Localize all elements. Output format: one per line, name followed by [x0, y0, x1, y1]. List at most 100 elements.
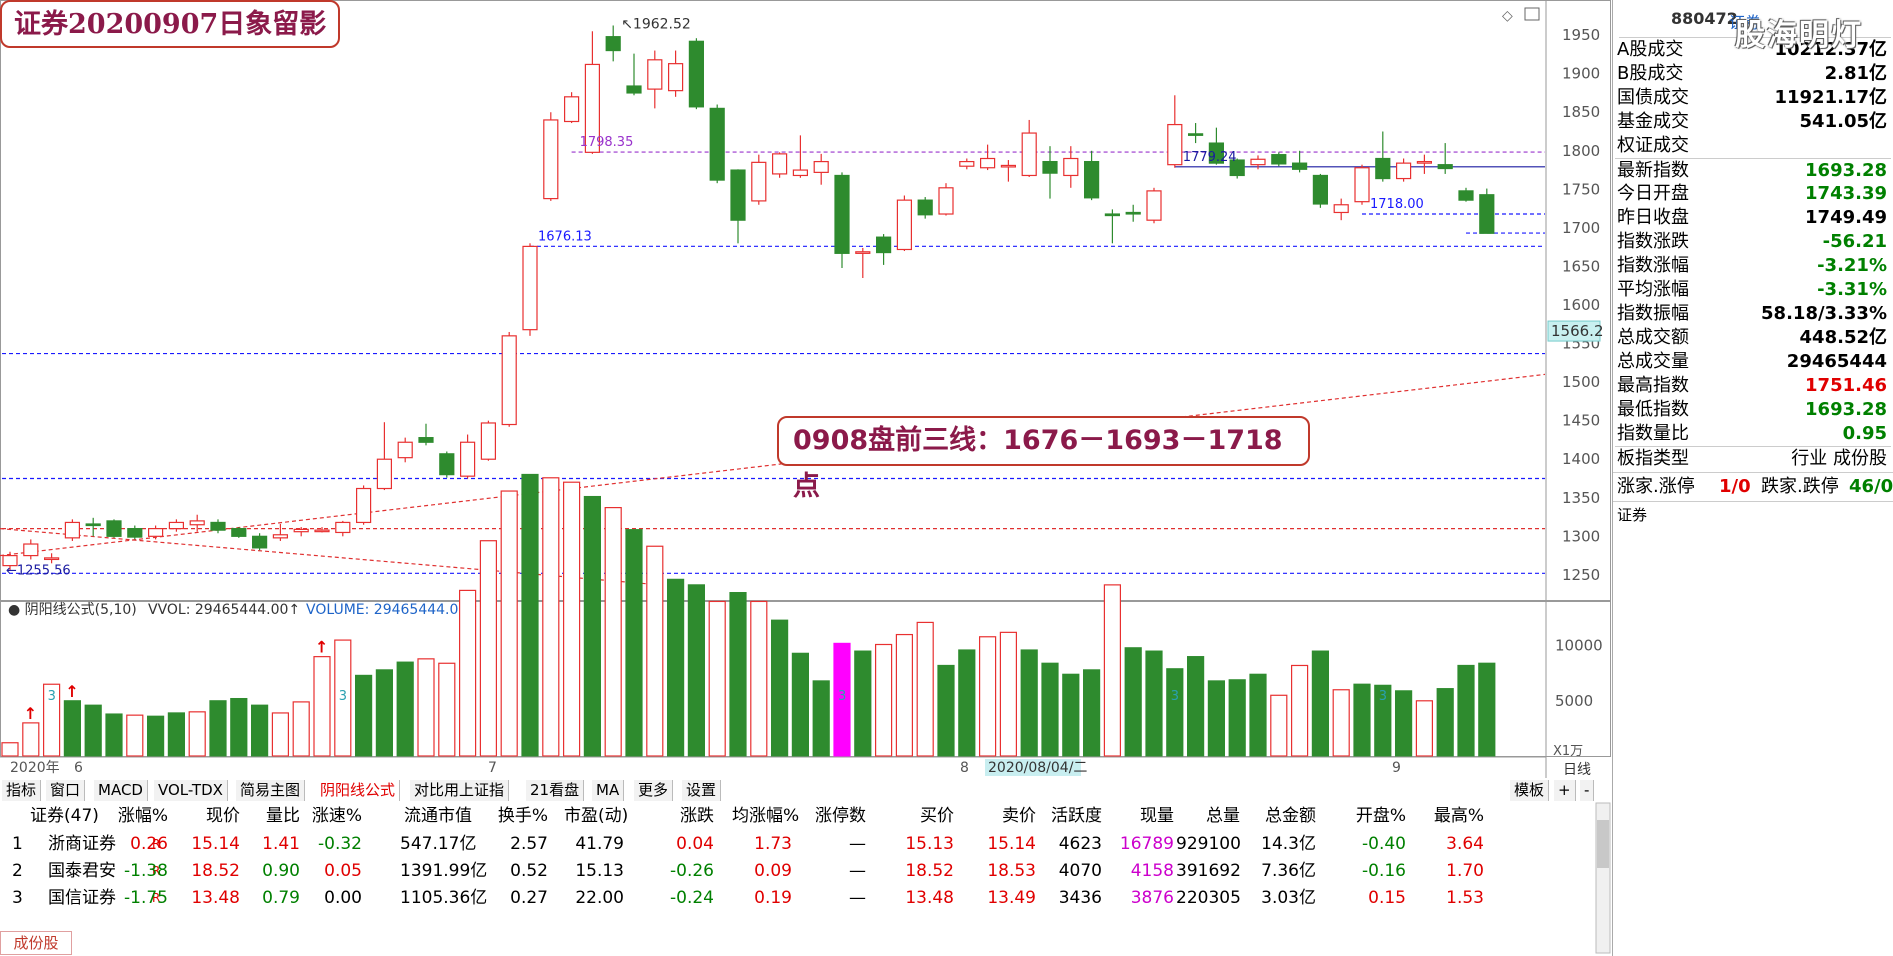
signal-number: 3 — [1171, 689, 1179, 704]
candle-body — [252, 535, 268, 549]
toolbar-right-button[interactable]: - — [1580, 780, 1595, 801]
table-cell: 22.00 — [575, 888, 624, 908]
candle-body — [439, 453, 455, 476]
volume-bar — [105, 713, 123, 757]
toolbar-tab[interactable]: VOL-TDX — [154, 780, 228, 801]
candle-body — [1416, 160, 1433, 164]
candle-body — [501, 335, 517, 426]
index-name[interactable]: 证券 — [1729, 13, 1762, 32]
candle-body — [855, 251, 871, 254]
toolbar-tab[interactable]: MACD — [94, 780, 148, 801]
volume-bar — [313, 656, 331, 757]
toolbar-tab[interactable]: 21看盘 — [526, 780, 585, 801]
candle-body — [64, 521, 81, 539]
table-column-header[interactable]: 涨停数 — [815, 806, 866, 826]
volume-bar — [459, 589, 477, 757]
table-cell: 0.79 — [262, 888, 300, 908]
table-cell: 1.53 — [1446, 888, 1484, 908]
toolbar-right-button[interactable]: + — [1554, 780, 1576, 801]
toolbar-tab[interactable]: 简易主图 — [236, 780, 306, 801]
stock-name[interactable]: 浙商证券 — [48, 834, 116, 854]
table-column-header[interactable]: 证券(47) — [30, 806, 99, 826]
table-cell: 929100 — [1176, 834, 1241, 854]
toolbar-right-button[interactable]: 模板 — [1510, 780, 1550, 801]
candle-body — [168, 521, 184, 530]
volume-bar — [916, 621, 934, 757]
quote-label: 指数振幅 — [1617, 303, 1689, 324]
quote-label: 基金成交 — [1617, 111, 1689, 132]
candle-body — [314, 529, 330, 533]
y-tick-label: 1700 — [1562, 219, 1600, 237]
candle-body — [1021, 132, 1037, 177]
table-column-header[interactable]: 总金额 — [1265, 806, 1316, 826]
table-column-header[interactable]: 市盈(动) — [564, 806, 629, 826]
table-column-header[interactable]: 流通市值 — [404, 806, 472, 826]
table-column-header[interactable]: 活跃度 — [1051, 806, 1102, 826]
volume-bar — [438, 662, 456, 757]
toolbar-tab[interactable]: 阴阳线公式 — [316, 780, 401, 801]
candle-body — [959, 160, 975, 167]
quote-value: 2.81亿 — [1824, 63, 1887, 84]
candle-body — [1146, 190, 1162, 221]
volume-bar — [375, 669, 393, 757]
table-column-header[interactable]: 涨速% — [311, 806, 362, 826]
volume-tick-label: 10000 — [1555, 637, 1603, 655]
table-column-header[interactable]: 总量 — [1206, 806, 1240, 826]
table-column-header[interactable]: 卖价 — [1002, 806, 1036, 826]
table-column-header[interactable]: 量比 — [266, 806, 300, 826]
low-price-label: ←1255.56 — [6, 564, 71, 579]
table-cell: 15.13 — [575, 861, 624, 881]
volume-bar — [355, 674, 373, 757]
volume-bar — [22, 722, 40, 757]
candle-body — [148, 528, 164, 537]
quote-label: B股成交 — [1617, 63, 1684, 84]
high-price-label: ↖1962.52 — [621, 16, 691, 32]
volume-bar — [1041, 662, 1059, 757]
candle-body — [356, 487, 372, 524]
table-column-header[interactable]: 现量 — [1140, 806, 1174, 826]
table-column-header[interactable]: 最高% — [1433, 806, 1484, 826]
volume-bar — [188, 711, 206, 757]
table-column-header[interactable]: 现价 — [206, 806, 240, 826]
table-cell: — — [849, 834, 866, 854]
quote-label: 昨日收盘 — [1617, 207, 1689, 228]
toolbar-tab[interactable]: MA — [592, 780, 625, 801]
stock-name[interactable]: 国泰君安 — [48, 861, 116, 881]
volume-bar — [1062, 673, 1080, 757]
toolbar-tab[interactable]: 指标 — [2, 780, 42, 801]
volume-bar — [167, 712, 185, 757]
table-cell: -0.24 — [670, 888, 714, 908]
toolbar-tab[interactable]: 对比用上证指 — [410, 780, 510, 801]
volume-bar — [1186, 656, 1205, 757]
tab-constituents[interactable]: 成份股 — [0, 931, 72, 955]
quote-row: 最新指数 1693.28 — [1615, 158, 1891, 183]
quote-value: 29465444 — [1786, 351, 1887, 372]
table-column-header[interactable]: 涨幅% — [117, 806, 168, 826]
quote-label: 指数涨幅 — [1617, 255, 1689, 276]
candle-body — [834, 174, 850, 254]
quote-row: 最低指数 1693.28 — [1615, 398, 1891, 422]
table-cell: 15.14 — [191, 834, 240, 854]
y-tick-label: 1650 — [1562, 257, 1600, 275]
volume-bar — [604, 507, 622, 757]
toolbar-tab[interactable]: 设置 — [682, 780, 722, 801]
table-cell: — — [849, 888, 866, 908]
table-cell: 220305 — [1176, 888, 1241, 908]
toolbar-tab[interactable]: 窗口 — [46, 780, 86, 801]
table-column-header[interactable]: 开盘% — [1355, 806, 1406, 826]
stock-name[interactable]: 国信证券 — [48, 888, 116, 908]
table-column-header[interactable]: 涨跌 — [680, 806, 714, 826]
table-cell: 4158 — [1130, 861, 1174, 881]
candle-body — [730, 169, 746, 221]
volume-bar — [999, 631, 1018, 757]
volume-bar — [646, 545, 664, 757]
toolbar-tab[interactable]: 更多 — [634, 780, 674, 801]
quote-row: B股成交 2.81亿 — [1615, 62, 1891, 86]
table-column-header[interactable]: 买价 — [920, 806, 954, 826]
volume-bar — [417, 658, 435, 757]
table-cell: -1.38 — [124, 861, 168, 881]
table-column-header[interactable]: 换手% — [497, 806, 548, 826]
table-column-header[interactable]: 均涨幅% — [732, 806, 800, 826]
volume-bar — [1374, 684, 1392, 757]
